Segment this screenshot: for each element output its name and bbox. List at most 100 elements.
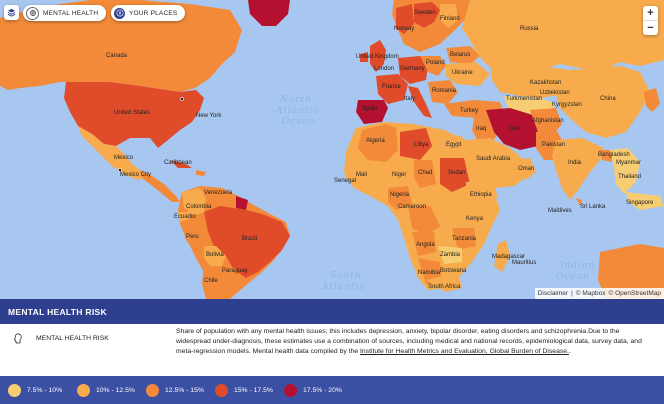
indonesia[interactable]	[626, 192, 664, 210]
mali[interactable]	[346, 160, 382, 190]
venezuela[interactable]	[200, 186, 236, 204]
norway[interactable]	[396, 4, 414, 34]
sudan[interactable]	[440, 158, 470, 192]
southeast-asia[interactable]	[610, 148, 640, 194]
risk-description: Share of population with any mental heal…	[176, 327, 656, 357]
australia[interactable]	[598, 244, 664, 299]
ocean-label: Ocean	[282, 117, 316, 127]
city-label-london: London	[374, 66, 394, 72]
country-label-mexico: Mexico	[114, 155, 134, 161]
legend-swatch	[8, 383, 21, 397]
country-label-kyrgyzstan: Kyrgyzstan	[552, 102, 582, 108]
country-label-bolivia: Bolivia	[206, 252, 224, 258]
ukraine[interactable]	[446, 62, 490, 86]
sri-lanka[interactable]	[576, 198, 582, 206]
china[interactable]	[556, 66, 650, 138]
city-marker	[180, 97, 184, 101]
belarus[interactable]	[446, 46, 480, 64]
country-label-china: China	[600, 96, 616, 102]
source-link[interactable]: Institute for Health Metrics and Evaluat…	[360, 348, 569, 355]
country-label-united-kingdom: United Kingdom	[356, 54, 399, 60]
italy[interactable]	[408, 86, 432, 118]
sweden[interactable]	[414, 2, 440, 28]
bolivia[interactable]	[204, 246, 226, 266]
spain[interactable]	[356, 100, 388, 124]
osm-link[interactable]: © OpenStreetMap	[608, 290, 661, 297]
your-places-button[interactable]: YOUR PLACES	[111, 5, 186, 21]
finland[interactable]	[440, 4, 458, 28]
mapbox-link[interactable]: © Mapbox	[575, 290, 606, 297]
alaska[interactable]	[0, 26, 18, 56]
peru[interactable]	[180, 218, 208, 256]
layers-icon	[7, 8, 16, 17]
canada[interactable]	[0, 0, 242, 92]
united-kingdom[interactable]	[370, 40, 386, 72]
world-map[interactable]: North Atlantic Ocean South Atlantic Indi…	[0, 0, 664, 299]
legend-swatch	[77, 383, 90, 397]
attribution-separator: |	[571, 290, 573, 297]
region-label-caribbean: Caribbean	[164, 160, 192, 166]
city-marker	[118, 168, 122, 172]
legend-label: 7.5% - 10%	[27, 386, 63, 394]
country-label-kazakhstan: Kazakhstan	[530, 80, 561, 86]
mexico[interactable]	[78, 126, 148, 180]
zoom-in-button[interactable]: +	[647, 7, 654, 19]
kenya[interactable]	[462, 210, 486, 230]
nigeria[interactable]	[388, 186, 412, 210]
greenland[interactable]	[248, 0, 290, 26]
algeria[interactable]	[358, 124, 398, 162]
paraguay[interactable]	[222, 266, 238, 280]
hispaniola[interactable]	[196, 170, 206, 176]
madagascar[interactable]	[494, 240, 510, 272]
egypt[interactable]	[436, 134, 466, 160]
chad[interactable]	[414, 160, 436, 188]
afghanistan[interactable]	[530, 108, 562, 136]
libya[interactable]	[400, 128, 432, 160]
country-label-spain: Spain	[362, 106, 377, 112]
ecuador[interactable]	[178, 212, 190, 222]
bangladesh[interactable]	[600, 150, 612, 162]
angola[interactable]	[412, 232, 436, 256]
russia[interactable]	[462, 0, 664, 72]
central-america[interactable]	[140, 170, 180, 202]
chile[interactable]	[202, 262, 230, 299]
germany[interactable]	[398, 56, 428, 84]
japan[interactable]	[644, 88, 660, 112]
country-label-oman: Oman	[518, 166, 534, 172]
country-label-egypt: Egypt	[446, 142, 462, 148]
india[interactable]	[552, 138, 604, 200]
poland[interactable]	[420, 56, 446, 76]
united-states[interactable]	[64, 82, 204, 148]
country-label-italy: Italy	[404, 96, 415, 102]
ethiopia[interactable]	[466, 180, 498, 204]
niger[interactable]	[382, 162, 414, 186]
country-label-turkey: Turkey	[460, 108, 478, 114]
congo[interactable]	[408, 206, 440, 236]
france[interactable]	[376, 74, 408, 104]
legend-item: 10% - 12.5%	[77, 383, 146, 397]
south-africa[interactable]	[426, 272, 462, 292]
city-label-new-york: New York	[196, 113, 222, 119]
balkans[interactable]	[428, 80, 458, 104]
country-label-bangladesh: Bangladesh	[598, 152, 630, 158]
zambia[interactable]	[438, 246, 462, 264]
kazakhstan[interactable]	[490, 64, 580, 98]
oman[interactable]	[514, 158, 536, 180]
brazil[interactable]	[204, 206, 290, 278]
map-canvas[interactable]: North Atlantic Ocean South Atlantic Indi…	[0, 0, 664, 299]
tanzania[interactable]	[452, 228, 476, 250]
country-label-norway: Norway	[394, 26, 414, 32]
legend-swatch	[146, 383, 159, 397]
disclaimer-link[interactable]: Disclaimer	[537, 290, 569, 297]
layers-button[interactable]	[4, 5, 19, 20]
french-guiana[interactable]	[236, 196, 248, 210]
colombia[interactable]	[182, 188, 206, 216]
country-label-thailand: Thailand	[618, 174, 641, 180]
zoom-out-button[interactable]: −	[643, 20, 658, 35]
country-label-algeria: Algeria	[366, 138, 385, 144]
iran[interactable]	[486, 108, 548, 150]
ireland[interactable]	[360, 52, 368, 62]
mental-health-layer-button[interactable]: MENTAL HEALTH	[23, 5, 107, 21]
cuba[interactable]	[170, 160, 192, 168]
country-label-romania: Romania	[432, 88, 457, 94]
